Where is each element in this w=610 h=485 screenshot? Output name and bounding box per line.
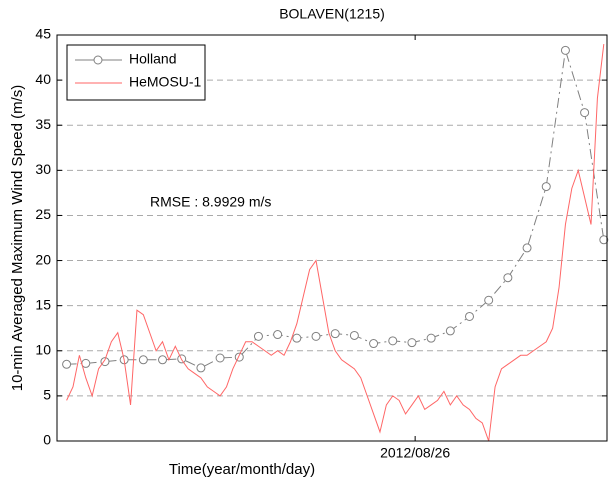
point xyxy=(273,330,283,340)
point xyxy=(484,295,494,305)
point xyxy=(62,359,72,369)
y-tick-label: 25 xyxy=(35,206,51,222)
x-tick-label: 2012/08/26 xyxy=(380,445,450,461)
series-line xyxy=(66,43,605,442)
point xyxy=(349,330,359,340)
point xyxy=(138,355,148,365)
point xyxy=(292,333,302,343)
point xyxy=(253,331,263,341)
point xyxy=(522,243,532,253)
x-axis-label: Time(year/month/day) xyxy=(169,461,315,478)
chart-title: BOLAVEN(1215) xyxy=(279,6,385,22)
point xyxy=(465,311,474,321)
y-tick-label: 20 xyxy=(35,251,51,267)
point xyxy=(560,45,570,55)
point xyxy=(196,363,206,373)
point xyxy=(407,338,417,348)
point xyxy=(580,108,590,118)
y-tick-label: 10 xyxy=(35,341,51,357)
y-axis-label: 10-min Averaged Maximum Wind Speed (m/s) xyxy=(9,85,26,392)
y-tick-label: 40 xyxy=(35,71,51,87)
y-tick-label: 5 xyxy=(43,387,51,403)
plot-border xyxy=(56,34,608,442)
y-tick-label: 15 xyxy=(35,296,51,312)
y-tick-label: 35 xyxy=(35,116,51,132)
point xyxy=(503,273,513,283)
point xyxy=(541,182,551,192)
annotation: RMSE : 8.9929 m/s xyxy=(150,194,271,210)
point xyxy=(158,355,168,365)
point xyxy=(311,331,321,341)
point xyxy=(426,333,436,343)
point xyxy=(599,235,609,245)
legend-box xyxy=(66,44,206,101)
point xyxy=(369,339,379,349)
y-tick-label: 45 xyxy=(35,26,51,42)
point xyxy=(215,353,225,363)
point xyxy=(388,336,398,346)
legend-label: HeMOSU-1 xyxy=(129,74,202,90)
point xyxy=(330,329,340,339)
y-tick-label: 0 xyxy=(43,432,51,448)
legend-label: Holland xyxy=(129,51,176,67)
point xyxy=(100,357,110,367)
y-tick-label: 30 xyxy=(35,161,51,177)
point xyxy=(445,326,455,336)
legend-marker xyxy=(93,55,103,65)
